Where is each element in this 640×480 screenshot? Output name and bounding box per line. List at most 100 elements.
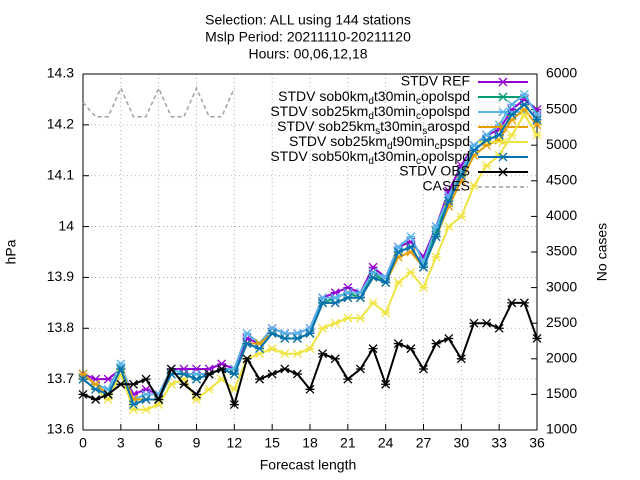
legend-text-part: t30min bbox=[374, 148, 416, 164]
legend-marker bbox=[498, 137, 508, 147]
y2-tick-label: 4000 bbox=[546, 207, 577, 223]
point bbox=[393, 247, 403, 257]
point bbox=[242, 328, 252, 338]
legend-text-part: t30min bbox=[374, 103, 416, 119]
x-tick-label: 18 bbox=[302, 435, 318, 451]
point bbox=[368, 272, 378, 282]
point bbox=[419, 283, 428, 293]
point bbox=[255, 344, 265, 354]
y2-tick-label: 3000 bbox=[546, 278, 577, 294]
point bbox=[318, 298, 328, 308]
point bbox=[116, 364, 126, 374]
point bbox=[217, 364, 227, 374]
y-tick-label: 13.8 bbox=[47, 319, 74, 335]
y-axis-label: hPa bbox=[3, 239, 19, 264]
y-tick-label: 14 bbox=[58, 217, 74, 233]
point bbox=[267, 344, 277, 354]
plot-frame bbox=[82, 73, 538, 431]
point bbox=[381, 379, 391, 389]
point bbox=[116, 379, 126, 389]
legend-subscript: s bbox=[375, 126, 380, 137]
legend-text-part: t90min bbox=[393, 133, 435, 149]
point bbox=[242, 339, 252, 349]
y-tick-label: 13.6 bbox=[47, 421, 74, 437]
y2-tick-label: 1500 bbox=[546, 385, 577, 401]
y-tick-label: 14.3 bbox=[47, 65, 74, 81]
point bbox=[469, 318, 479, 328]
point bbox=[406, 232, 416, 242]
point bbox=[292, 369, 302, 379]
legend-subscript: c bbox=[416, 156, 421, 167]
point bbox=[267, 369, 277, 379]
point bbox=[456, 354, 466, 364]
point bbox=[229, 400, 239, 410]
x-tick-label: 27 bbox=[416, 435, 432, 451]
point bbox=[444, 222, 454, 232]
point bbox=[305, 328, 315, 338]
point bbox=[78, 374, 88, 384]
point bbox=[393, 339, 403, 349]
point bbox=[494, 323, 504, 333]
point bbox=[280, 349, 290, 359]
chart-title: Mslp Period: 20211110-20211120 bbox=[205, 29, 411, 45]
point bbox=[192, 374, 201, 384]
point bbox=[343, 313, 353, 323]
y2-tick-label: 1000 bbox=[546, 421, 577, 437]
y2-tick-label: 2000 bbox=[546, 350, 577, 366]
point bbox=[406, 267, 416, 277]
x-tick-label: 36 bbox=[529, 435, 545, 451]
legend-text-part: arospd bbox=[427, 118, 470, 134]
x-tick-label: 30 bbox=[454, 435, 470, 451]
point bbox=[103, 389, 113, 399]
x-axis-label: Forecast length bbox=[260, 457, 357, 473]
point bbox=[519, 298, 529, 308]
legend-marker bbox=[498, 167, 508, 177]
legend-label: CASES bbox=[423, 178, 470, 194]
point bbox=[419, 364, 428, 374]
point bbox=[128, 400, 138, 410]
y-tick-label: 14.1 bbox=[47, 166, 74, 182]
legend-text-part: STDV sob50km bbox=[270, 148, 368, 164]
point bbox=[507, 110, 517, 120]
point bbox=[305, 344, 315, 354]
legend-label: STDV sob0kmdt30mincopolspd bbox=[278, 88, 470, 107]
legend-text-part: STDV sob0km bbox=[278, 88, 368, 104]
point bbox=[431, 252, 441, 262]
point bbox=[507, 100, 517, 109]
point bbox=[368, 298, 378, 308]
point bbox=[519, 100, 529, 109]
point bbox=[330, 354, 340, 364]
legend-text-part: t30min bbox=[380, 118, 422, 134]
point bbox=[532, 115, 542, 125]
y2-axis-label: No cases bbox=[594, 223, 610, 281]
x-tick-label: 0 bbox=[79, 435, 87, 451]
point bbox=[91, 395, 101, 404]
point bbox=[179, 369, 189, 379]
legend-label: STDV OBS bbox=[399, 163, 470, 179]
point bbox=[280, 364, 290, 374]
point bbox=[318, 323, 328, 333]
legend-label: STDV sob25kmdt90mincpspd bbox=[289, 133, 470, 152]
point bbox=[519, 89, 529, 99]
legend-subscript: d bbox=[387, 141, 393, 152]
point bbox=[381, 308, 391, 318]
legend-text-part: t30min bbox=[374, 88, 416, 104]
y2-tick-label: 5500 bbox=[546, 100, 577, 116]
point bbox=[343, 293, 353, 303]
y2-tick-label: 6000 bbox=[546, 65, 577, 81]
x-tick-label: 15 bbox=[264, 435, 280, 451]
point bbox=[305, 384, 315, 394]
point bbox=[141, 405, 151, 415]
point bbox=[456, 211, 466, 221]
legend-text-part: opolspd bbox=[421, 148, 470, 164]
legend-marker bbox=[498, 77, 508, 87]
legend-text-part: STDV sob25km bbox=[277, 118, 375, 134]
legend-subscript: d bbox=[368, 156, 374, 167]
chart-title: Selection: ALL using 144 stations bbox=[205, 12, 411, 28]
legend-label: STDV sob25kmst30minsarospd bbox=[277, 118, 470, 137]
y-tick-label: 13.7 bbox=[47, 370, 74, 386]
point bbox=[431, 339, 441, 349]
legend-subscript: c bbox=[435, 141, 440, 152]
y2-tick-label: 5000 bbox=[546, 136, 577, 152]
point bbox=[393, 278, 403, 287]
